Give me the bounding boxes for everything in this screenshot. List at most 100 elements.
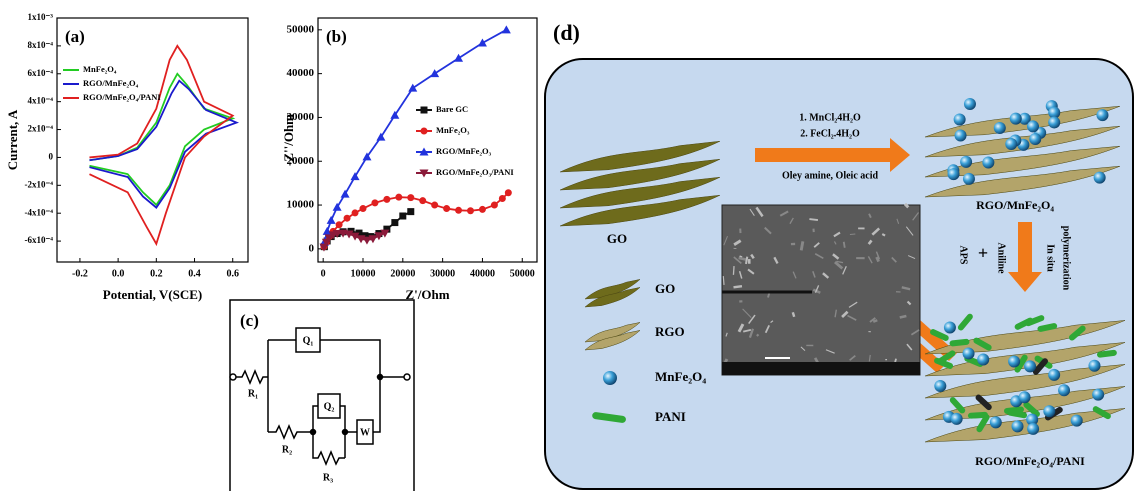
marker (336, 221, 343, 228)
reagent: Aniline (996, 242, 1007, 274)
nanoparticle (1092, 389, 1104, 401)
marker (431, 202, 438, 209)
nanoparticle (960, 156, 972, 168)
material-label: RGO/MnFe₂O₄/PANI (975, 454, 1085, 468)
y-tick-label: 4x10⁻⁴ (28, 96, 54, 106)
element-label: Q₂ (324, 401, 335, 412)
nanoparticle (1048, 116, 1060, 128)
y-tick-label: -4x10⁻⁴ (25, 207, 54, 217)
nanoparticle (951, 413, 963, 425)
sem-texture (844, 242, 845, 248)
marker (505, 189, 512, 196)
process: In situ (1045, 244, 1056, 272)
x-tick-label: 20000 (390, 268, 415, 279)
marker (467, 207, 474, 214)
x-tick-label: 0.4 (188, 268, 201, 279)
y-tick-label: 8x10⁻⁴ (28, 40, 54, 50)
y-tick-label: 40000 (287, 67, 315, 79)
panel-label: (c) (240, 311, 259, 330)
y-tick-label: 2x10⁻⁴ (28, 124, 54, 134)
panel-label: (b) (326, 27, 347, 46)
element-label: R₁ (248, 388, 258, 399)
nanoparticle (977, 354, 989, 366)
y-tick-label: 50000 (287, 23, 315, 35)
nanoparticle (1010, 113, 1022, 125)
sem-image (722, 205, 920, 375)
legend-label: MnFe₂O₃ (436, 125, 470, 135)
y-tick-label: 0 (49, 151, 54, 161)
marker (419, 197, 426, 204)
y-tick-label: 0 (309, 242, 315, 254)
process: polymerization (1061, 226, 1072, 291)
nanoparticle (1008, 355, 1020, 367)
marker (407, 194, 414, 201)
x-tick-label: 50000 (510, 268, 535, 279)
marker (359, 205, 366, 212)
sem-texture (809, 219, 818, 220)
marker (443, 205, 450, 212)
legend-label: RGO/MnFe₂O₃ (436, 146, 492, 156)
marker (352, 209, 359, 216)
nanoparticle (948, 168, 960, 180)
sem-texture (900, 316, 907, 318)
legend-marker (421, 128, 428, 135)
sem-texture (723, 276, 724, 285)
x-axis-label: Potential, V(SCE) (103, 287, 202, 302)
sem-texture (739, 258, 746, 260)
marker (499, 195, 506, 202)
nanoparticle (1048, 369, 1060, 381)
y-axis-label: Current, A (5, 109, 20, 170)
nanoparticle (1043, 405, 1055, 417)
legend-label: MnFe₂O₄ (655, 369, 706, 384)
figure: (c) Q₁ Q₂ W R₁ R₂ R₃ (d) (0, 0, 1135, 491)
nanoparticle (1071, 415, 1083, 427)
nanoparticle (982, 157, 994, 169)
sem-texture (757, 334, 758, 336)
y-tick-label: 10000 (287, 199, 315, 211)
circuit-panel: (c) Q₁ Q₂ W R₁ R₂ R₃ (230, 300, 414, 491)
nanoparticle (955, 130, 967, 142)
sem-texture (801, 241, 803, 250)
x-tick-label: 0.0 (112, 268, 125, 279)
plot-frame (57, 18, 248, 262)
marker (383, 196, 390, 203)
y-axis-label: -Z''/Ohm (281, 114, 296, 166)
nanoparticle (963, 173, 975, 185)
x-tick-label: 0.6 (226, 268, 239, 279)
y-tick-label: -2x10⁻⁴ (25, 179, 54, 189)
y-tick-label: -6x10⁻⁴ (25, 235, 54, 245)
legend-label: RGO/MnFe₂O₄ (83, 78, 139, 88)
element-label: R₃ (323, 472, 333, 483)
nanoparticle (1088, 360, 1100, 372)
nanoparticle (1029, 133, 1041, 145)
nanoparticle (1096, 109, 1108, 121)
nanoparticle (944, 322, 956, 334)
legend-label: PANI (655, 409, 686, 424)
x-tick-label: 0.2 (150, 268, 163, 279)
sem-texture (746, 257, 747, 264)
nanoparticle (1024, 360, 1036, 372)
element-label: W (360, 427, 370, 438)
schematic-panel: (d) 1. MnCl₂4H₂O 2. FeCl₂.4H₂O Oley amin… (545, 20, 1133, 489)
material-label: RGO/MnFe₂O₄ (976, 198, 1054, 212)
sem-info-bar (722, 362, 920, 375)
marker (399, 213, 406, 220)
x-tick-label: 30000 (430, 268, 455, 279)
legend-label: Bare GC (436, 104, 468, 114)
nanoparticle (994, 122, 1006, 134)
marker (391, 219, 398, 226)
sem-texture (793, 312, 794, 317)
element-label: Q₁ (303, 335, 314, 346)
marker (371, 199, 378, 206)
nanoparticle (1012, 420, 1024, 432)
x-tick-label: 10000 (350, 268, 375, 279)
legend-marker (421, 107, 428, 114)
marker (479, 206, 486, 213)
legend-label: GO (655, 281, 675, 296)
marker (407, 208, 414, 215)
step: 2. FeCl₂.4H₂O (800, 128, 860, 139)
marker (395, 194, 402, 201)
marker (344, 215, 351, 222)
x-tick-label: 40000 (470, 268, 495, 279)
legend-label: MnFe₂O₄ (83, 64, 117, 74)
